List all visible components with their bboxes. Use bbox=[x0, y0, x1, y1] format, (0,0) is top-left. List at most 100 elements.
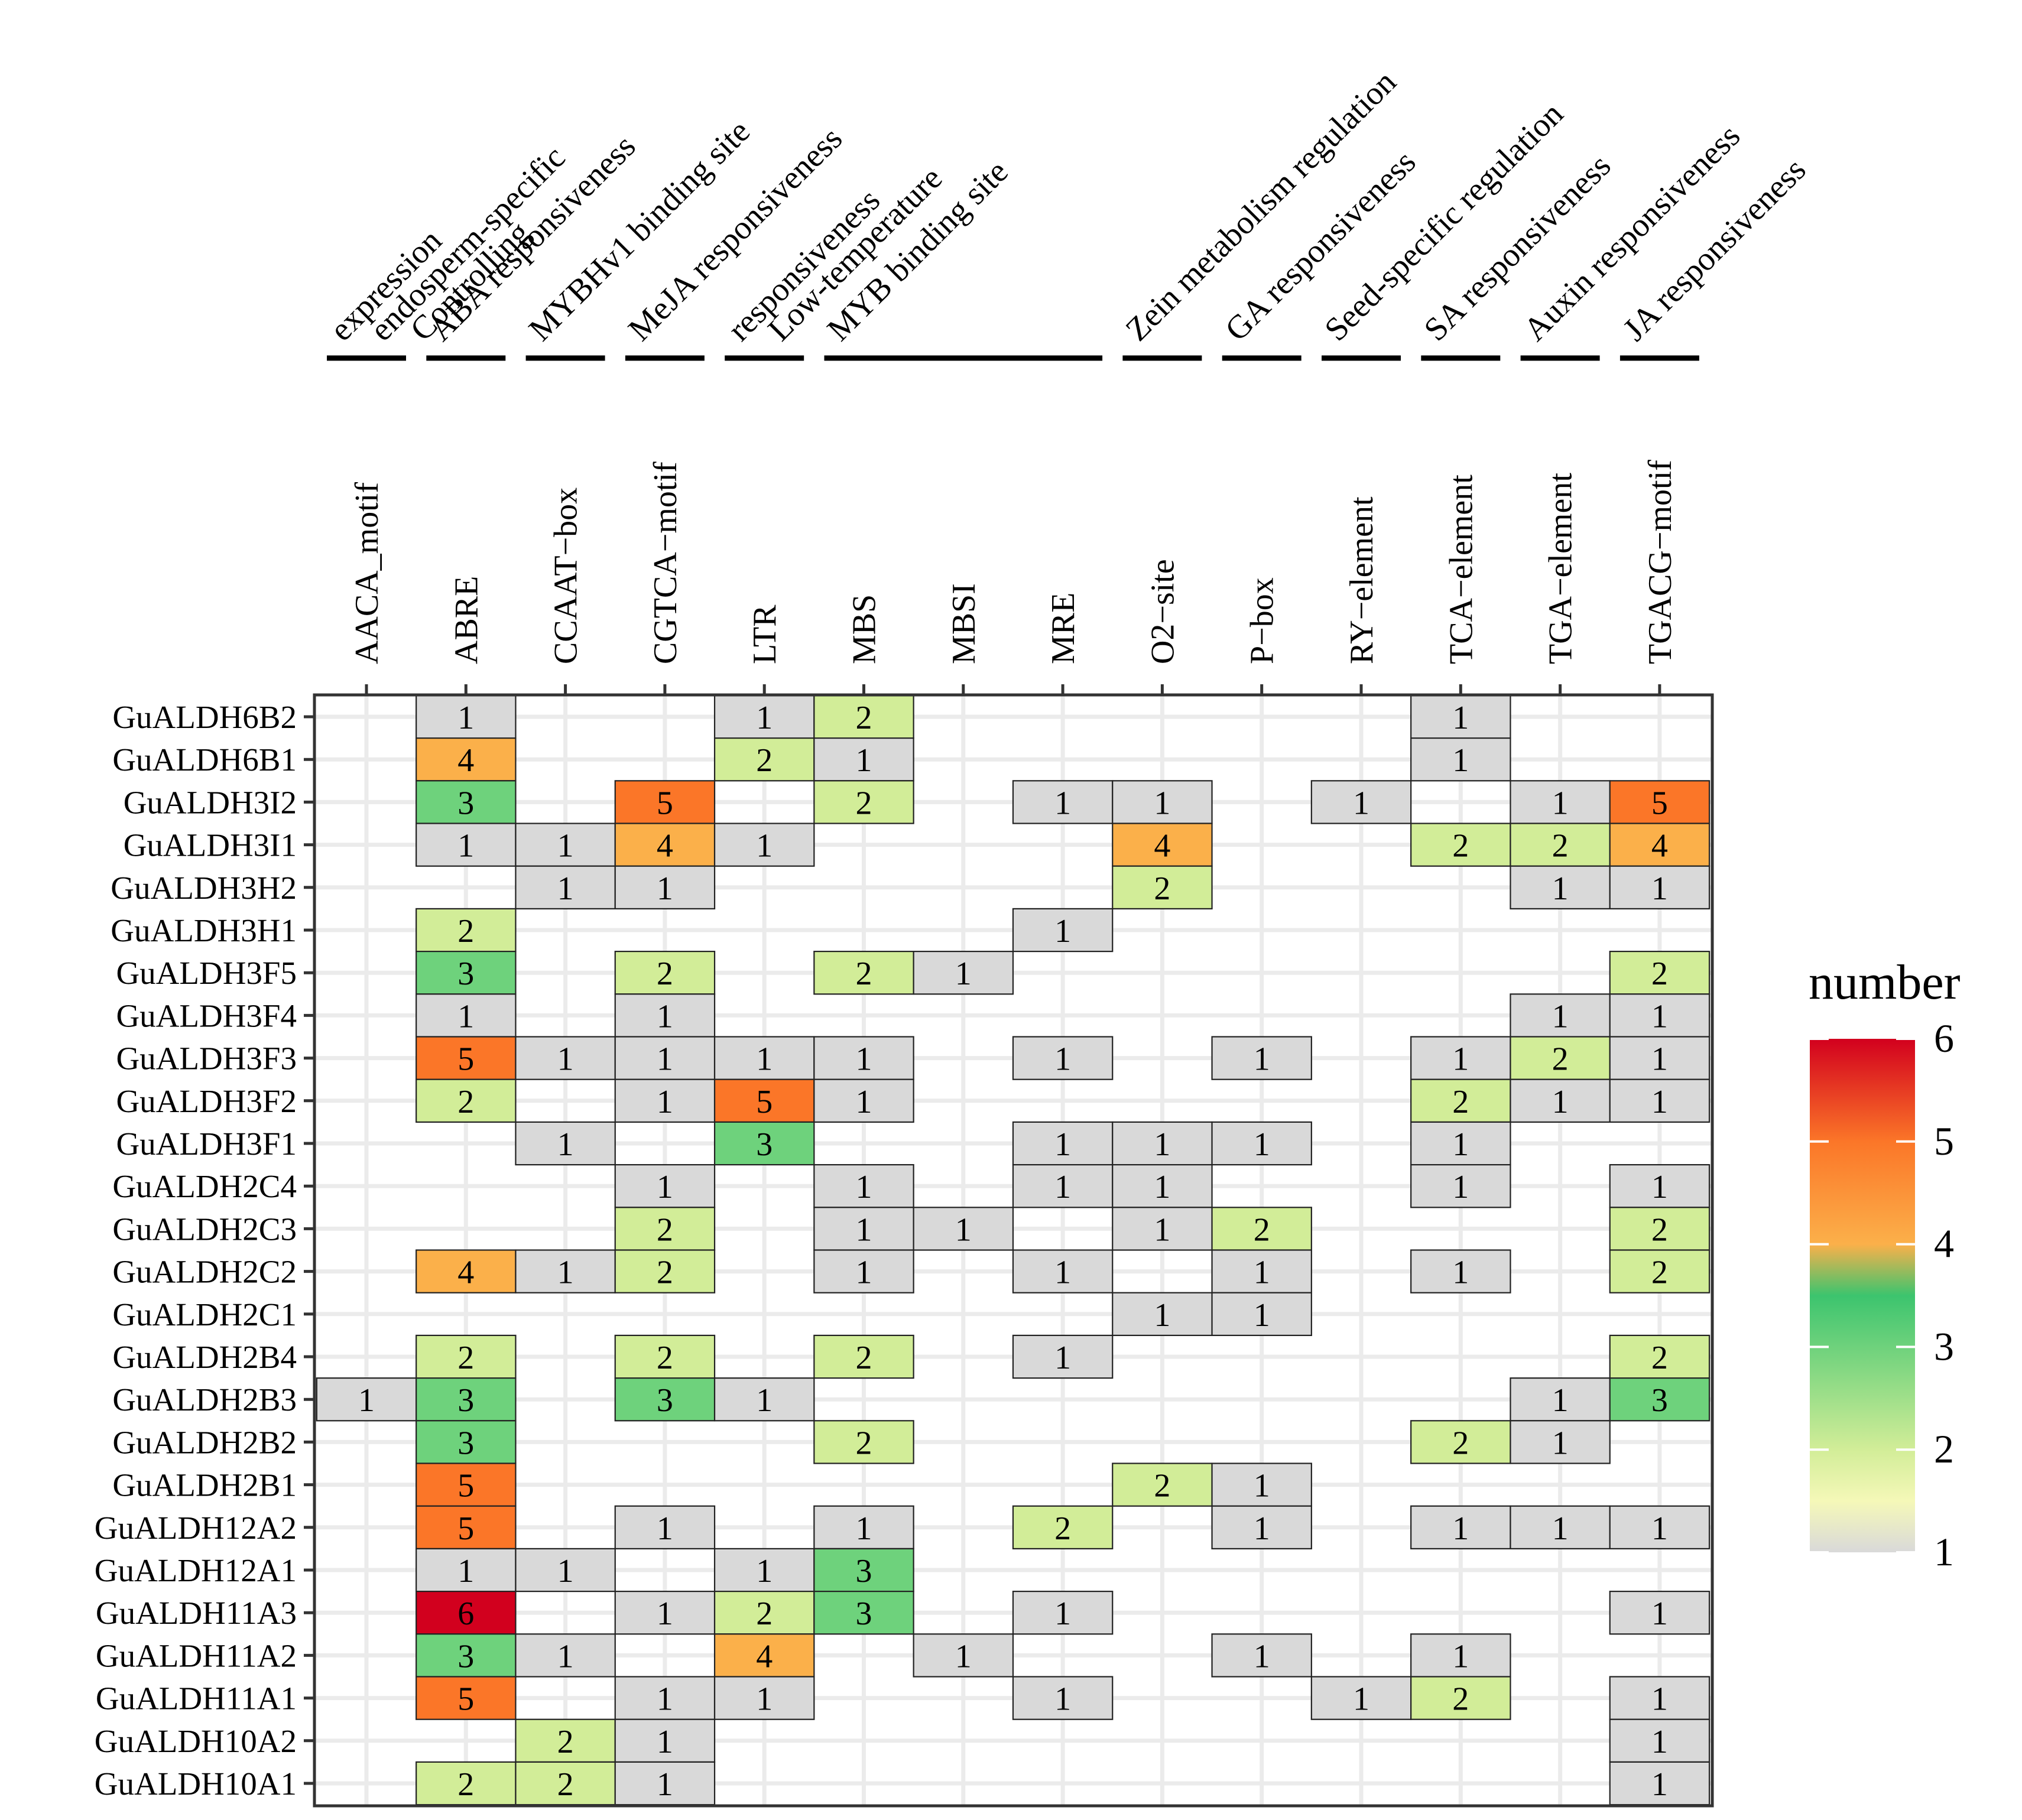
cell-value-label: 1 bbox=[1154, 1297, 1170, 1334]
cell-value-label: 2 bbox=[756, 742, 773, 779]
row-label: GuALDH2C4 bbox=[112, 1168, 297, 1204]
cell-value-label: 3 bbox=[457, 1425, 474, 1461]
heatmap-cell bbox=[1609, 1334, 1711, 1379]
heatmap-cell bbox=[1510, 823, 1611, 867]
heatmap-cell bbox=[515, 865, 616, 909]
cell-value-label: 1 bbox=[756, 1681, 773, 1718]
heatmap-cell bbox=[813, 1420, 914, 1464]
cell-value-label: 1 bbox=[1054, 1595, 1071, 1632]
cell-value-label: 2 bbox=[657, 1211, 673, 1248]
heatmap-cell bbox=[713, 1591, 815, 1635]
cell-value-label: 1 bbox=[657, 1084, 673, 1120]
cell-value-label: 1 bbox=[557, 1041, 574, 1078]
cell-value-label: 4 bbox=[457, 1254, 474, 1291]
cell-value-label: 1 bbox=[1651, 998, 1668, 1035]
heatmap-cell bbox=[1211, 1207, 1312, 1251]
row-label: GuALDH12A1 bbox=[95, 1552, 297, 1588]
heatmap-cell bbox=[913, 950, 1014, 995]
cell-value-label: 1 bbox=[1452, 1169, 1469, 1205]
cell-value-label: 1 bbox=[1254, 1254, 1270, 1291]
heatmap-cell bbox=[614, 1207, 716, 1251]
row-label: GuALDH2B3 bbox=[112, 1382, 297, 1418]
heatmap-cells: 1 1 2 1 4 2 1 1 3 5 2 1 1 1 1 5 1 1 4 1 4 2 2 4 1 1 2 1 1 2 1 3 2 2 1 2 1 1 1 1… bbox=[316, 694, 1711, 1806]
row-label: GuALDH2B2 bbox=[112, 1424, 297, 1460]
cell-value-label: 1 bbox=[1054, 913, 1071, 950]
heatmap-cell bbox=[813, 737, 914, 782]
heatmap-cell bbox=[1510, 993, 1611, 1038]
column-label: P−box bbox=[1244, 577, 1281, 664]
heatmap-cell bbox=[1211, 1121, 1312, 1166]
cell-value-label: 5 bbox=[457, 1681, 474, 1718]
cell-value-label: 2 bbox=[1254, 1211, 1270, 1248]
cell-value-label: 1 bbox=[756, 1041, 773, 1078]
column-label: AACA_motif bbox=[349, 482, 385, 664]
heatmap-cell bbox=[614, 780, 716, 824]
cell-value-label: 2 bbox=[856, 1425, 872, 1461]
cell-value-label: 1 bbox=[457, 700, 474, 736]
cell-value-label: 1 bbox=[657, 1169, 673, 1205]
cell-value-label: 2 bbox=[1054, 1510, 1071, 1547]
legend-tick-label: 3 bbox=[1934, 1324, 1954, 1369]
cell-value-label: 3 bbox=[856, 1553, 872, 1590]
cell-value-label: 1 bbox=[756, 1382, 773, 1419]
cell-value-label: 2 bbox=[557, 1724, 574, 1760]
heatmap-cell bbox=[913, 1207, 1014, 1251]
cell-value-label: 1 bbox=[756, 1553, 773, 1590]
heatmap-cell bbox=[1609, 1761, 1711, 1806]
cell-value-label: 5 bbox=[1651, 785, 1668, 821]
column-label: CGTCA−motif bbox=[647, 462, 684, 664]
column-label: CCAAT−box bbox=[548, 488, 585, 664]
cell-value-label: 2 bbox=[1452, 1425, 1469, 1461]
cell-value-label: 2 bbox=[1154, 870, 1170, 907]
cell-value-label: 2 bbox=[557, 1766, 574, 1803]
row-label: GuALDH3I1 bbox=[124, 827, 297, 863]
cell-value-label: 1 bbox=[557, 1638, 574, 1675]
heatmap-cell bbox=[813, 1334, 914, 1379]
heatmap-cell bbox=[515, 1249, 616, 1294]
cell-value-label: 1 bbox=[856, 1084, 872, 1120]
cell-value-label: 1 bbox=[657, 1595, 673, 1632]
column-label: MBSI bbox=[946, 583, 982, 664]
cell-value-label: 1 bbox=[557, 870, 574, 907]
legend-title: number bbox=[1809, 955, 1961, 1010]
cell-value-label: 1 bbox=[1054, 1254, 1071, 1291]
cell-value-label: 1 bbox=[557, 1553, 574, 1590]
heatmap-cell bbox=[1211, 1292, 1312, 1336]
heatmap-cell bbox=[1410, 1505, 1511, 1549]
panel-border bbox=[313, 693, 1714, 1808]
heatmap-cell bbox=[515, 1036, 616, 1080]
cell-value-label: 1 bbox=[1254, 1041, 1270, 1078]
cell-value-label: 2 bbox=[856, 1340, 872, 1376]
cell-value-label: 4 bbox=[1154, 828, 1170, 864]
legend-tick-label: 6 bbox=[1934, 1016, 1954, 1061]
column-label: TGACG−motif bbox=[1642, 460, 1679, 664]
heatmap-cell bbox=[813, 1164, 914, 1208]
cell-value-label: 2 bbox=[1552, 828, 1569, 864]
row-label: GuALDH2B1 bbox=[112, 1467, 297, 1503]
cell-value-label: 1 bbox=[1452, 1638, 1469, 1675]
heatmap-cell bbox=[1510, 780, 1611, 824]
heatmap-cell bbox=[1410, 1164, 1511, 1208]
row-label: GuALDH11A2 bbox=[96, 1637, 297, 1673]
cell-value-label: 1 bbox=[657, 1041, 673, 1078]
cell-value-label: 2 bbox=[1651, 1254, 1668, 1291]
heatmap-cell bbox=[614, 1334, 716, 1379]
cell-value-label: 1 bbox=[1651, 1681, 1668, 1718]
heatmap-cell bbox=[515, 1633, 616, 1678]
cell-value-label: 1 bbox=[457, 998, 474, 1035]
heatmap-cell bbox=[1112, 865, 1213, 909]
column-label: ABRE bbox=[448, 576, 485, 664]
cell-value-label: 3 bbox=[856, 1595, 872, 1632]
heatmap-cell bbox=[813, 1078, 914, 1123]
heatmap-cell bbox=[614, 1718, 716, 1763]
row-label: GuALDH2C1 bbox=[112, 1296, 297, 1332]
heatmap-cell bbox=[1410, 1036, 1511, 1080]
cell-value-label: 1 bbox=[1254, 1468, 1270, 1504]
legend-colorbar bbox=[1810, 1039, 1915, 1552]
cell-value-label: 5 bbox=[457, 1510, 474, 1547]
heatmap-cell bbox=[416, 908, 517, 953]
cell-value-label: 1 bbox=[756, 828, 773, 864]
cell-value-label: 1 bbox=[1154, 1126, 1170, 1163]
legend-tick-label: 5 bbox=[1934, 1119, 1954, 1164]
